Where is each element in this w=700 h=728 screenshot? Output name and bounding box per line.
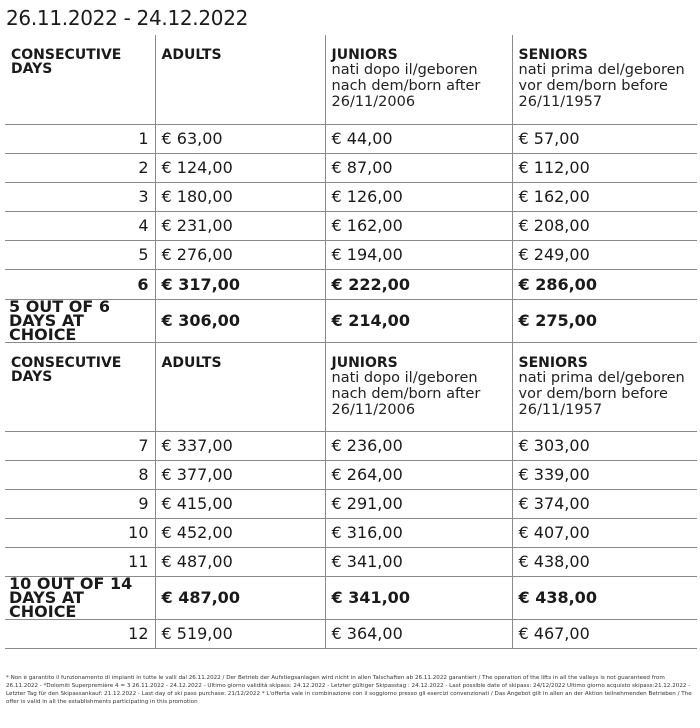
price-row: 10 OUT OF 14 DAYS AT CHOICE € 487,00 € 3… [5,575,697,620]
price-row: 4 € 231,00 € 162,00 € 208,00 [5,211,697,241]
days-cell: 10 OUT OF 14 DAYS AT CHOICE [5,575,155,620]
days-cell: 4 [5,211,155,241]
adults-price: € 317,00 [154,269,325,300]
header-juniors: JUNIORS nati dopo il/geboren nach dem/bor… [324,342,512,432]
seniors-price: € 275,00 [511,299,697,343]
days-cell: 1 [5,124,155,154]
days-cell: 12 [5,619,155,649]
header-seniors: SENIORS nati prima del/geboren vor dem/bo… [511,35,697,125]
header-adults: ADULTS [154,35,325,125]
juniors-price: € 364,00 [324,619,512,649]
header-adults-label: ADULTS [161,47,222,63]
seniors-price: € 438,00 [511,547,697,577]
adults-price: € 377,00 [154,460,325,490]
days-cell: 3 [5,182,155,212]
header-days: CONSECUTIVE DAYS [5,35,155,125]
date-range-title: 26.11.2022 - 24.12.2022 [6,6,249,30]
seniors-price: € 57,00 [511,124,697,154]
price-row: 7 € 337,00 € 236,00 € 303,00 [5,431,697,461]
seniors-price: € 407,00 [511,518,697,548]
adults-price: € 276,00 [154,240,325,270]
adults-price: € 124,00 [154,153,325,183]
adults-price: € 452,00 [154,518,325,548]
header-days-label: CONSECUTIVE DAYS [11,354,122,385]
price-row: 9 € 415,00 € 291,00 € 374,00 [5,489,697,519]
adults-price: € 415,00 [154,489,325,519]
adults-price: € 487,00 [154,576,325,620]
juniors-price: € 162,00 [324,211,512,241]
price-row: 5 OUT OF 6 DAYS AT CHOICE € 306,00 € 214… [5,298,697,343]
header-juniors-label: JUNIORS [331,47,398,63]
seniors-birth-condition: nati prima del/geboren vor dem/born befo… [518,62,685,110]
header-days-label: CONSECUTIVE DAYS [11,47,122,77]
juniors-price: € 236,00 [324,431,512,461]
seniors-price: € 208,00 [511,211,697,241]
days-cell: 7 [5,431,155,461]
days-cell: 5 OUT OF 6 DAYS AT CHOICE [5,298,155,343]
juniors-price: € 341,00 [324,576,512,620]
juniors-price: € 214,00 [324,299,512,343]
footnote: * Non è garantito il funzionamento di im… [6,675,692,705]
adults-price: € 487,00 [154,547,325,577]
seniors-price: € 303,00 [511,431,697,461]
price-row: 12 € 519,00 € 364,00 € 467,00 [5,619,697,649]
header-juniors-label: JUNIORS [331,354,398,371]
header-adults-label: ADULTS [161,354,222,371]
price-row: 3 € 180,00 € 126,00 € 162,00 [5,182,697,212]
juniors-price: € 222,00 [324,269,512,300]
seniors-price: € 286,00 [511,269,697,300]
seniors-price: € 162,00 [511,182,697,212]
header-row: CONSECUTIVE DAYS ADULTS JUNIORS nati dopo… [5,342,697,432]
seniors-price: € 374,00 [511,489,697,519]
juniors-birth-condition: nati dopo il/geboren nach dem/born after… [331,62,481,110]
price-row: 6 € 317,00 € 222,00 € 286,00 [5,269,697,300]
price-row: 2 € 124,00 € 87,00 € 112,00 [5,153,697,183]
adults-price: € 231,00 [154,211,325,241]
juniors-price: € 87,00 [324,153,512,183]
adults-price: € 63,00 [154,124,325,154]
juniors-price: € 44,00 [324,124,512,154]
header-adults: ADULTS [154,342,325,432]
price-row: 1 € 63,00 € 44,00 € 57,00 [5,124,697,154]
days-cell: 2 [5,153,155,183]
price-row: 8 € 377,00 € 264,00 € 339,00 [5,460,697,490]
juniors-price: € 264,00 [324,460,512,490]
header-row: CONSECUTIVE DAYS ADULTS JUNIORS nati dopo… [5,35,697,125]
adults-price: € 180,00 [154,182,325,212]
adults-price: € 337,00 [154,431,325,461]
juniors-price: € 291,00 [324,489,512,519]
header-seniors-label: SENIORS [518,354,588,371]
days-cell: 8 [5,460,155,490]
days-cell: 6 [5,269,155,300]
days-cell: 9 [5,489,155,519]
header-seniors-label: SENIORS [518,47,588,63]
seniors-price: € 438,00 [511,576,697,620]
juniors-price: € 341,00 [324,547,512,577]
seniors-birth-condition: nati prima del/geboren vor dem/born befo… [518,369,685,418]
price-table: CONSECUTIVE DAYS ADULTS JUNIORS nati dopo… [5,35,697,649]
header-seniors: SENIORS nati prima del/geboren vor dem/bo… [511,342,697,432]
days-cell: 10 [5,518,155,548]
adults-price: € 519,00 [154,619,325,649]
juniors-price: € 126,00 [324,182,512,212]
seniors-price: € 467,00 [511,619,697,649]
seniors-price: € 112,00 [511,153,697,183]
seniors-price: € 249,00 [511,240,697,270]
price-row: 5 € 276,00 € 194,00 € 249,00 [5,240,697,270]
days-cell: 11 [5,547,155,577]
price-row: 10 € 452,00 € 316,00 € 407,00 [5,518,697,548]
header-juniors: JUNIORS nati dopo il/geboren nach dem/bor… [324,35,512,125]
adults-price: € 306,00 [154,299,325,343]
juniors-birth-condition: nati dopo il/geboren nach dem/born after… [331,369,481,418]
juniors-price: € 194,00 [324,240,512,270]
juniors-price: € 316,00 [324,518,512,548]
header-days: CONSECUTIVE DAYS [5,342,155,432]
seniors-price: € 339,00 [511,460,697,490]
days-cell: 5 [5,240,155,270]
price-row: 11 € 487,00 € 341,00 € 438,00 [5,547,697,577]
